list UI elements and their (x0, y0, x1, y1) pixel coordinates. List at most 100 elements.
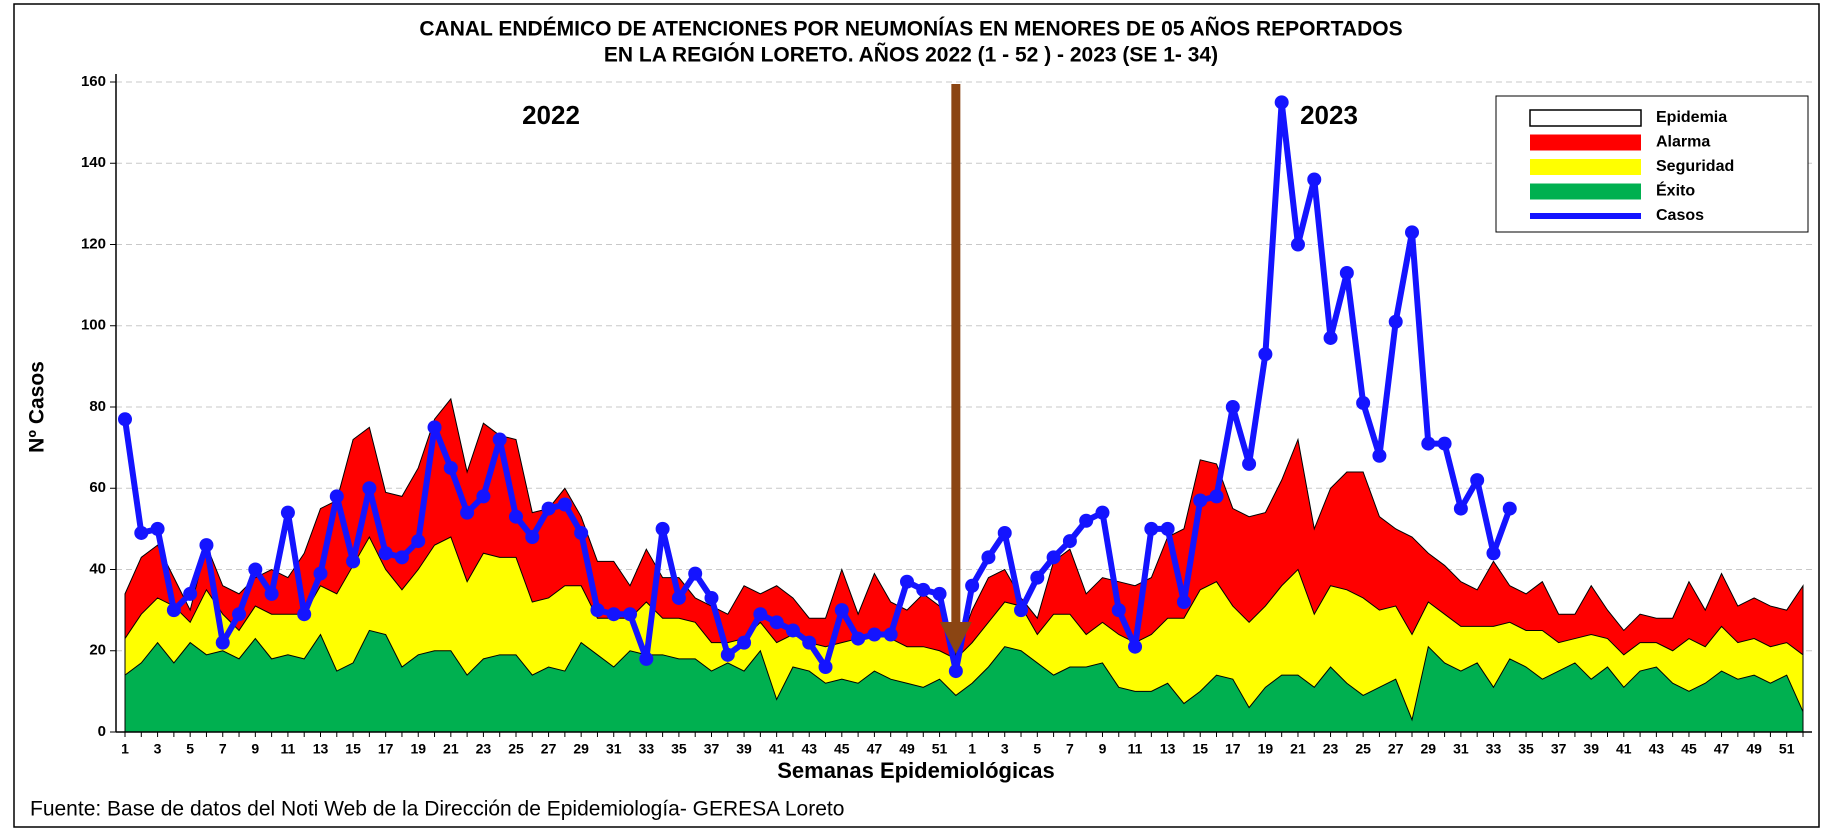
cases-marker (574, 525, 589, 540)
cases-marker (1486, 546, 1501, 561)
x-tick-label: 27 (1388, 741, 1404, 757)
cases-marker (150, 521, 165, 536)
cases-marker (1209, 489, 1224, 504)
x-tick-label: 15 (345, 741, 361, 757)
cases-marker (1046, 550, 1061, 565)
x-tick-label: 13 (313, 741, 329, 757)
cases-marker (443, 460, 458, 475)
cases-marker (1030, 570, 1045, 585)
cases-marker (313, 566, 328, 581)
x-tick-label: 13 (1160, 741, 1176, 757)
cases-marker (248, 562, 263, 577)
x-tick-label: 45 (834, 741, 850, 757)
x-tick-label: 49 (1746, 741, 1762, 757)
cases-marker (118, 412, 132, 427)
cases-marker (394, 550, 409, 565)
x-tick-label: 3 (1001, 741, 1009, 757)
legend-label: Alarma (1656, 134, 1710, 151)
x-tick-label: 41 (1616, 741, 1632, 757)
cases-marker (1062, 534, 1077, 549)
cases-marker (606, 607, 621, 622)
y-tick-label: 160 (81, 73, 106, 90)
cases-marker (916, 582, 931, 597)
cases-marker (1160, 521, 1175, 536)
cases-marker (1274, 95, 1289, 110)
x-tick-label: 29 (573, 741, 589, 757)
arrow-head (939, 622, 972, 654)
cases-marker (1372, 448, 1387, 463)
cases-marker (1225, 400, 1240, 414)
cases-marker (981, 550, 996, 565)
cases-marker (1356, 395, 1371, 410)
x-tick-label: 7 (219, 741, 227, 757)
cases-marker (492, 432, 507, 447)
cases-marker (411, 534, 426, 549)
cases-marker (997, 525, 1012, 540)
cases-marker (1502, 501, 1517, 516)
cases-marker (1242, 456, 1257, 471)
source-note: Fuente: Base de datos del Noti Web de la… (30, 798, 844, 821)
x-tick-label: 41 (769, 741, 785, 757)
cases-marker (1339, 265, 1354, 280)
cases-marker (1079, 513, 1094, 528)
x-tick-label: 5 (186, 741, 194, 757)
cases-marker (215, 635, 230, 650)
legend-label: Epidemia (1656, 109, 1727, 126)
cases-marker (948, 664, 963, 679)
y-tick-label: 120 (81, 235, 106, 252)
cases-marker (525, 530, 540, 544)
cases-marker (899, 574, 914, 589)
cases-marker (1307, 172, 1322, 187)
x-tick-label: 19 (1258, 741, 1274, 757)
x-tick-label: 51 (1779, 741, 1795, 757)
cases-marker (508, 509, 523, 524)
x-tick-label: 35 (1518, 741, 1534, 757)
cases-marker (1437, 436, 1452, 451)
cases-marker (1421, 436, 1436, 451)
x-tick-label: 31 (1453, 741, 1469, 757)
x-tick-label: 1 (968, 741, 976, 757)
cases-marker (590, 603, 605, 618)
y-axis-title: Nº Casos (26, 361, 49, 453)
year-label: 2022 (522, 100, 580, 130)
cases-marker (378, 546, 393, 561)
cases-marker (623, 607, 638, 622)
cases-marker (232, 607, 247, 622)
cases-marker (671, 590, 686, 605)
x-tick-label: 33 (639, 741, 655, 757)
cases-marker (704, 590, 719, 605)
cases-marker (166, 603, 181, 618)
cases-marker (802, 635, 817, 650)
cases-marker (297, 607, 312, 622)
x-tick-label: 11 (281, 741, 296, 757)
x-tick-label: 45 (1681, 741, 1697, 757)
cases-marker (1144, 521, 1159, 536)
y-tick-label: 80 (89, 398, 106, 415)
x-tick-label: 43 (801, 741, 817, 757)
y-tick-label: 140 (81, 154, 106, 171)
cases-marker (688, 566, 703, 581)
cases-marker (883, 627, 898, 642)
cases-marker (1095, 505, 1110, 520)
x-tick-label: 19 (410, 741, 426, 757)
cases-marker (1111, 603, 1126, 618)
legend-label: Seguridad (1656, 158, 1734, 175)
x-tick-label: 35 (671, 741, 687, 757)
cases-marker (720, 647, 735, 662)
x-tick-label: 9 (251, 741, 259, 757)
x-tick-label: 49 (899, 741, 915, 757)
cases-marker (737, 635, 752, 650)
cases-marker (134, 525, 149, 540)
x-tick-label: 51 (932, 741, 948, 757)
area-band (124, 629, 1804, 733)
cases-marker (639, 651, 654, 666)
cases-marker (655, 521, 670, 536)
x-tick-label: 15 (1192, 741, 1208, 757)
cases-marker (867, 627, 882, 642)
cases-marker (280, 505, 295, 520)
x-tick-label: 27 (541, 741, 557, 757)
x-tick-label: 39 (736, 741, 752, 757)
cases-marker (785, 623, 800, 638)
x-tick-label: 37 (1551, 741, 1567, 757)
